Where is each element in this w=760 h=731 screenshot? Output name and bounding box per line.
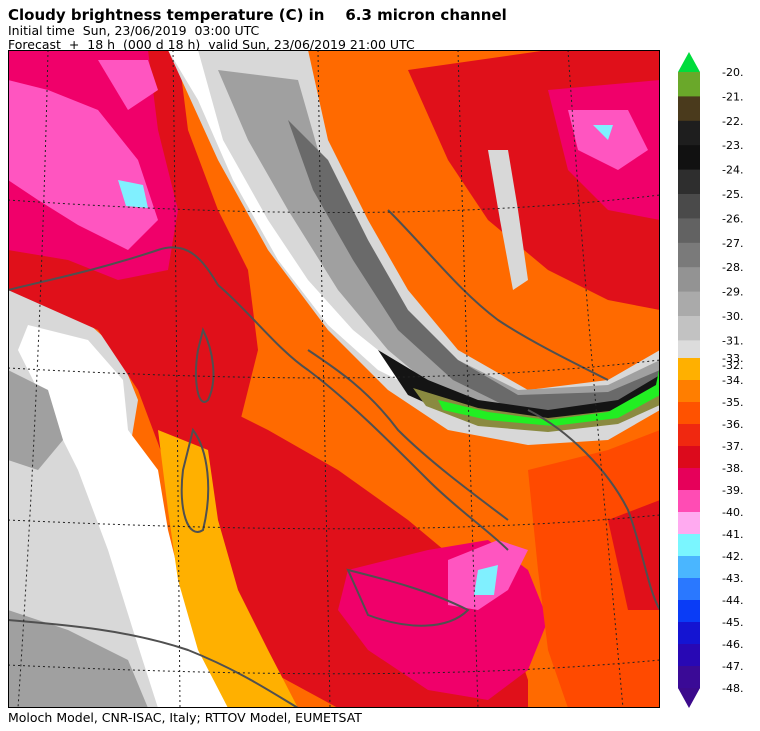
legend-label-lower-5: -38. — [722, 462, 743, 475]
legend-label-lower-7: -40. — [722, 506, 743, 519]
legend-swatch-upper-7 — [678, 242, 700, 268]
legend-swatch-upper-0 — [678, 72, 700, 97]
legend-label-upper-1: -21. — [722, 90, 743, 103]
coastline-adriatic — [387, 209, 609, 381]
legend-label-lower-9: -42. — [722, 550, 743, 563]
northwest-pink-patch-2 — [98, 60, 158, 110]
legend-label-upper-7: -27. — [722, 237, 743, 250]
legend-label-lower-15: -48. — [722, 682, 743, 695]
coastlines — [8, 209, 660, 708]
legend-label-lower-0: -33. — [722, 352, 743, 365]
coastline-corsica — [195, 327, 215, 403]
legend-upper-swatches — [678, 72, 700, 366]
graticule — [8, 50, 660, 708]
coastline-sardinia — [180, 427, 210, 533]
legend-swatch-lower-10 — [678, 578, 700, 601]
legend-swatch-lower-12 — [678, 622, 700, 645]
cloud-band-white-edge — [168, 50, 448, 395]
legend-label-upper-4: -24. — [722, 164, 743, 177]
legend-swatch-lower-13 — [678, 644, 700, 667]
meridian-5 — [567, 50, 624, 708]
legend-label-upper-11: -31. — [722, 334, 743, 347]
brightness-temperature-map — [8, 50, 660, 708]
west-gray-patch-2 — [8, 370, 63, 470]
legend-swatch-upper-2 — [678, 120, 700, 146]
legend-top-arrow — [678, 52, 700, 72]
legend-swatch-lower-9 — [678, 556, 700, 579]
legend-label-lower-13: -46. — [722, 638, 743, 651]
meridian-2 — [172, 50, 181, 708]
map-frame — [8, 50, 660, 708]
cloud-band-dark — [288, 120, 660, 412]
legend-swatch-lower-14 — [678, 666, 700, 689]
legend-label-upper-6: -26. — [722, 212, 743, 225]
legend-swatch-upper-6 — [678, 218, 700, 244]
legend-swatch-lower-8 — [678, 534, 700, 557]
legend-swatch-upper-8 — [678, 267, 700, 293]
west-white-band — [18, 325, 228, 708]
legend-swatch-upper-5 — [678, 194, 700, 219]
legend-swatch-lower-5 — [678, 468, 700, 491]
initial-time-label: Initial time Sun, 23/06/2019 03:00 UTC — [8, 23, 260, 38]
legend-swatch-upper-4 — [678, 169, 700, 195]
forecast-label: Forecast + 18 h (000 d 18 h) valid Sun, … — [8, 37, 415, 52]
legend-label-lower-4: -37. — [722, 440, 743, 453]
legend-label-upper-2: -22. — [722, 115, 743, 128]
southeast-red-patch — [608, 500, 660, 610]
coastline-north-africa — [8, 619, 299, 708]
legend-swatch-upper-10 — [678, 316, 700, 341]
legend-swatch-lower-11 — [678, 600, 700, 623]
cloud-band-olive-rim — [413, 388, 660, 432]
legend-swatch-upper-1 — [678, 96, 700, 122]
legend-swatch-lower-1 — [678, 380, 700, 403]
legend-label-upper-10: -30. — [722, 310, 743, 323]
legend-swatch-lower-3 — [678, 424, 700, 447]
legend-label-upper-9: -29. — [722, 286, 743, 299]
legend-label-upper-5: -25. — [722, 188, 743, 201]
legend-swatch-lower-2 — [678, 402, 700, 425]
southwest-amber-region — [158, 430, 298, 708]
legend-swatch-upper-3 — [678, 145, 700, 171]
southeast-dark-orange — [528, 430, 660, 708]
meridian-1 — [17, 50, 49, 708]
west-mid-gray-patch — [8, 610, 148, 708]
coastline-france — [8, 246, 219, 291]
legend-swatch-upper-9 — [678, 291, 700, 317]
east-gray-streak — [488, 150, 528, 290]
legend-label-upper-8: -28. — [722, 261, 743, 274]
legend-label-lower-1: -34. — [722, 374, 743, 387]
legend-swatch-lower-7 — [678, 512, 700, 535]
legend-swatch-lower-0 — [678, 358, 700, 381]
legend-labels: -20. -21. -22. -23. -24. -25. -26. -27. -28. -29.… — [722, 66, 743, 695]
legend-bottom-arrow — [678, 688, 700, 708]
northwest-pink-region — [8, 80, 158, 250]
legend-swatch-lower-6 — [678, 490, 700, 513]
legend-label-upper-3: -23. — [722, 139, 743, 152]
northwest-cyan-spot — [118, 180, 148, 208]
legend-label-lower-11: -44. — [722, 594, 743, 607]
legend-label-lower-12: -45. — [722, 616, 743, 629]
legend-label-lower-2: -35. — [722, 396, 743, 409]
coastline-balkans — [527, 409, 660, 611]
legend-label-lower-3: -36. — [722, 418, 743, 431]
legend-lower-swatches — [678, 358, 700, 689]
meridian-4 — [457, 50, 479, 708]
south-cyan-spot — [474, 565, 498, 595]
legend-label-upper-12: -32. — [722, 359, 743, 372]
legend-label-lower-8: -41. — [722, 528, 743, 541]
coastline-italy-west — [217, 284, 509, 551]
legend-label-lower-14: -47. — [722, 660, 743, 673]
legend-label-upper-0: -20. — [722, 66, 743, 79]
legend-label-lower-10: -43. — [722, 572, 743, 585]
coastline-sicily — [346, 568, 470, 627]
model-credit: Moloch Model, CNR-ISAC, Italy; RTTOV Mod… — [8, 710, 362, 725]
map-title: Cloudy brightness temperature (C) in 6.3… — [8, 6, 507, 24]
northeast-cyan-spot — [593, 125, 613, 140]
legend-swatch-lower-4 — [678, 446, 700, 469]
color-legend: -20. -21. -22. -23. -24. -25. -26. -27. -28. -29.… — [678, 52, 743, 708]
coastline-italy-east — [307, 349, 509, 521]
legend-label-lower-6: -39. — [722, 484, 743, 497]
meridian-3 — [317, 50, 331, 708]
